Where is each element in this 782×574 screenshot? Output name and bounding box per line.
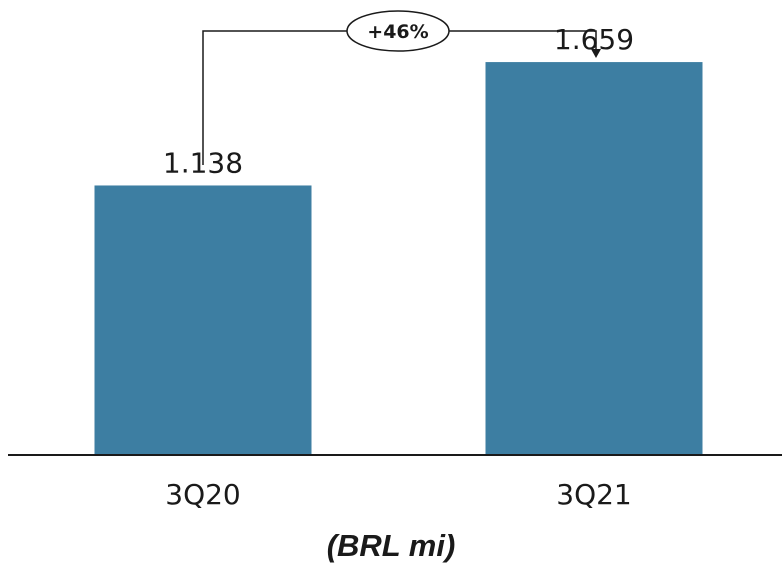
bars-group: [94, 62, 703, 455]
growth-oval: [346, 10, 450, 52]
growth-annotation: +46%: [202, 10, 601, 165]
category-label-3q20: 3Q20: [165, 478, 240, 511]
growth-percent-label: +46%: [367, 21, 428, 43]
category-label-3q21: 3Q21: [556, 478, 631, 511]
bar-3q21: [485, 62, 703, 455]
tick-labels-group: 3Q20 3Q21: [165, 478, 631, 511]
unit-label: (BRL mi): [326, 528, 456, 563]
growth-arrowhead: [591, 49, 601, 58]
bar-3q20: [94, 185, 312, 455]
